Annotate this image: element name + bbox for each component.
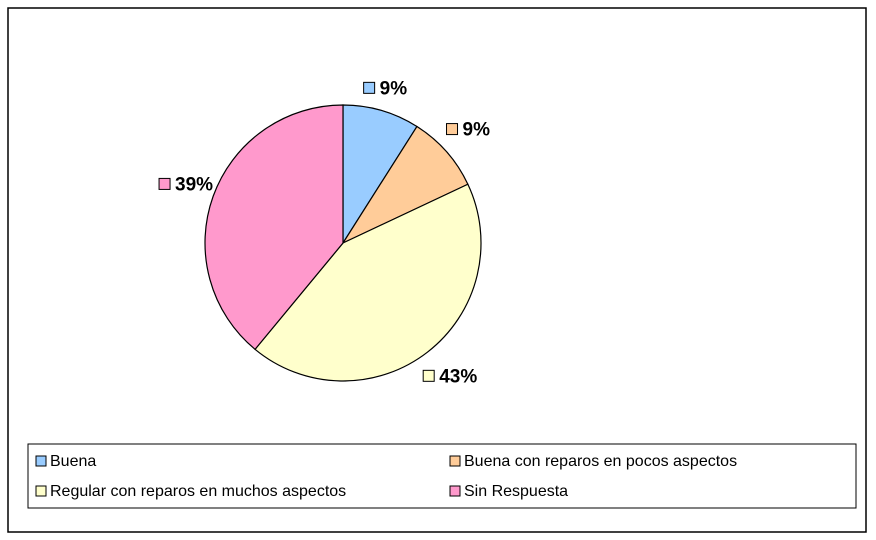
- legend-label: Buena con reparos en pocos aspectos: [464, 453, 737, 470]
- legend-box: [27, 443, 857, 509]
- legend-label: Sin Respuesta: [464, 483, 568, 500]
- data-label: 43%: [439, 366, 477, 387]
- legend-key: [35, 455, 47, 467]
- label-key: [422, 369, 435, 382]
- label-key: [158, 177, 171, 190]
- legend-key: [35, 485, 47, 497]
- data-label: 9%: [463, 120, 491, 141]
- pie-slice: [254, 183, 482, 382]
- legend-label: Regular con reparos en muchos aspectos: [50, 483, 346, 500]
- legend-label: Buena: [50, 453, 96, 470]
- legend-key: [449, 455, 461, 467]
- label-key: [363, 81, 376, 94]
- data-label: 9%: [380, 78, 408, 99]
- data-label: 39%: [175, 174, 213, 195]
- pie-slice: [204, 104, 344, 351]
- label-key: [446, 123, 459, 136]
- legend-key: [449, 485, 461, 497]
